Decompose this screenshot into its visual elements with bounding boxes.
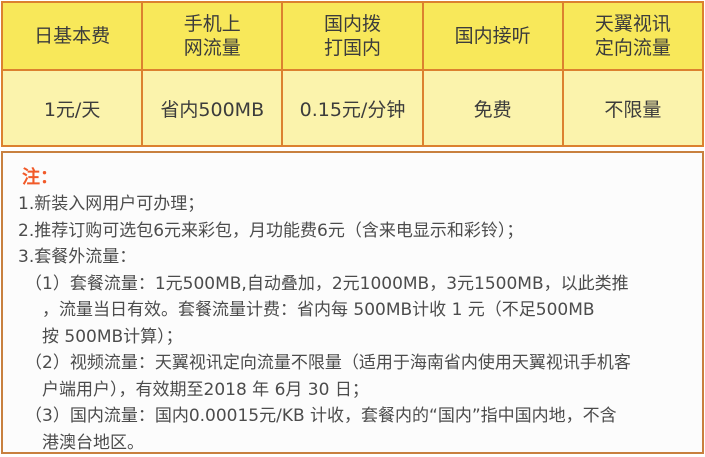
value-cell-mobile-data: 省内500MB xyxy=(141,69,284,147)
notes-title: 注： xyxy=(22,167,58,188)
notes-box: 注： 1.新装入网用户可办理； 2.推荐订购可选包6元来彩包，月功能费6元（含来… xyxy=(1,151,704,454)
value-cell-tianyi-video-data: 不限量 xyxy=(561,69,705,147)
header-cell-tianyi-video-data: 天翼视讯 定向流量 xyxy=(561,1,705,71)
header-cell-mobile-data: 手机上 网流量 xyxy=(141,1,284,71)
note-line-2: 2.推荐订购可选包6元来彩包，月功能费6元（含来电显示和彩铃）； xyxy=(18,220,524,241)
header-cell-daily-basic-fee: 日基本费 xyxy=(0,1,144,71)
tariff-header-row: 日基本费 手机上 网流量 国内拨 打国内 国内接听 天翼视讯 定向流量 xyxy=(0,1,705,71)
note-line-1: 1.新装入网用户可办理； xyxy=(18,194,205,214)
header-cell-domestic-calls: 国内拨 打国内 xyxy=(281,1,424,71)
note-line-9: （3）国内流量：国内0.00015元/KB 计收，套餐内的“国内”指中国内地，不… xyxy=(25,406,617,426)
value-cell-domestic-calls: 0.15元/分钟 xyxy=(281,69,424,147)
note-line-4: （1）套餐流量：1元500MB,自动叠加，2元1000MB，3元1500MB，以… xyxy=(25,273,629,294)
note-line-7: （2）视频流量：天翼视讯定向流量不限量（适用于海南省内使用天翼视讯手机客 xyxy=(25,353,631,373)
value-cell-domestic-answer: 免费 xyxy=(421,69,564,147)
note-line-6: 按 500MB计算）； xyxy=(42,326,183,347)
note-line-5: ，流量当日有效。套餐流量计费：省内每 500MB计收 1 元（不足500MB xyxy=(42,300,595,320)
value-cell-daily-basic-fee: 1元/天 xyxy=(0,69,144,147)
note-line-3: 3.套餐外流量： xyxy=(18,247,137,267)
note-line-10: 港澳台地区。 xyxy=(42,432,144,453)
tariff-value-row: 1元/天 省内500MB 0.15元/分钟 免费 不限量 xyxy=(0,69,705,147)
header-cell-domestic-answer: 国内接听 xyxy=(421,1,564,71)
note-line-8: 户端用户），有效期至2018 年 6月 30 日； xyxy=(42,379,369,400)
tariff-table: 日基本费 手机上 网流量 国内拨 打国内 国内接听 天翼视讯 定向流量 1元/天… xyxy=(0,1,705,147)
